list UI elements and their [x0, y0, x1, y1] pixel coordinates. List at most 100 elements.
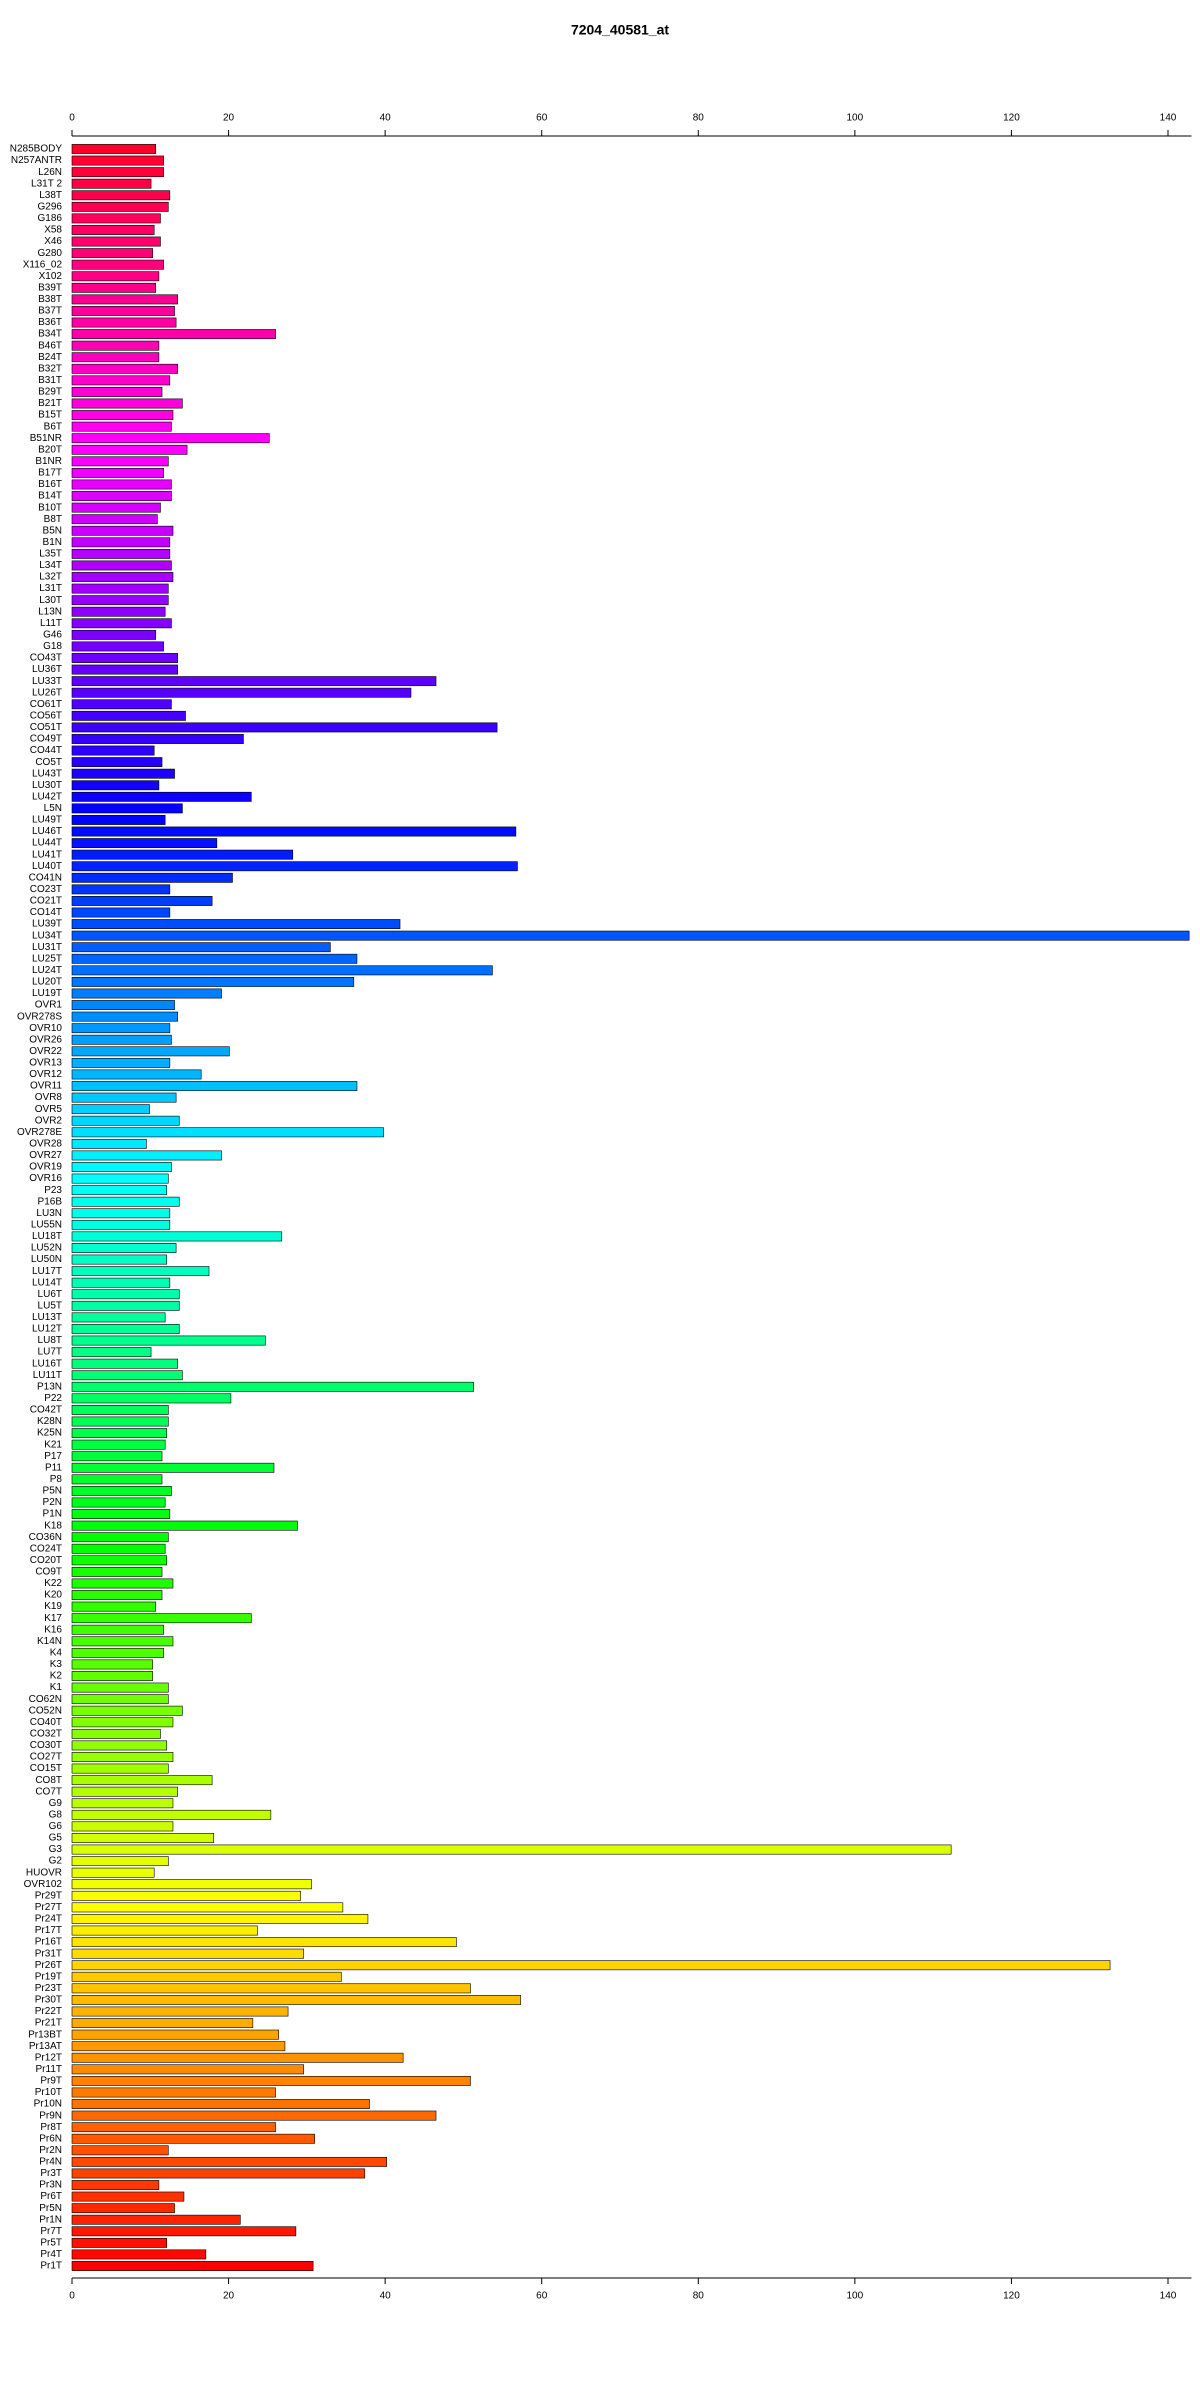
- x-tick-label: 40: [380, 2291, 392, 2302]
- y-tick-label: N257ANTR: [11, 155, 62, 166]
- x-tick-label: 60: [536, 113, 548, 124]
- bar: [71, 1289, 180, 1300]
- bar: [71, 919, 401, 930]
- y-tick-label: G186: [38, 213, 63, 224]
- y-tick-label: OVR5: [35, 1104, 63, 1115]
- bar: [71, 664, 178, 675]
- y-tick-label: CO40T: [30, 1717, 62, 1728]
- bar: [71, 1300, 180, 1311]
- bar: [71, 976, 355, 987]
- bar: [71, 1277, 171, 1288]
- y-tick-label: L26N: [38, 167, 62, 178]
- y-tick-label: Pr1N: [39, 2214, 62, 2225]
- bar: [71, 1613, 252, 1624]
- y-tick-label: Pr30T: [35, 1995, 62, 2006]
- y-tick-label: Pr5N: [39, 2203, 62, 2214]
- y-tick-label: LU40T: [32, 861, 62, 872]
- y-tick-label: LU49T: [32, 815, 62, 826]
- y-tick-label: CO24T: [30, 1543, 62, 1554]
- y-tick-label: X58: [44, 225, 62, 236]
- y-tick-label: B20T: [38, 444, 62, 455]
- y-tick-label: B32T: [38, 363, 62, 374]
- bar: [71, 641, 164, 652]
- bar: [71, 1636, 174, 1647]
- bar: [71, 1879, 312, 1890]
- y-tick-label: B1N: [43, 537, 62, 548]
- bar: [71, 595, 169, 606]
- y-tick-label: Pr26T: [35, 1960, 62, 1971]
- bar: [71, 780, 160, 791]
- y-tick-label: L32T: [39, 572, 62, 583]
- y-tick-label: Pr17T: [35, 1925, 62, 1936]
- y-tick-label: Pr1T: [40, 2261, 62, 2272]
- y-tick-label: LU41T: [32, 849, 62, 860]
- y-tick-label: Pr2N: [39, 2145, 62, 2156]
- y-tick-label: K21: [44, 1439, 62, 1450]
- y-tick-label: K19: [44, 1601, 62, 1612]
- y-tick-label: G46: [43, 630, 62, 641]
- y-tick-label: LU17T: [32, 1266, 62, 1277]
- bar: [71, 306, 175, 316]
- bar: [71, 1937, 457, 1948]
- bar: [71, 1809, 272, 1820]
- y-tick-label: LU5T: [38, 1300, 62, 1311]
- bar: [71, 225, 155, 235]
- y-tick-label: OVR26: [29, 1034, 62, 1045]
- y-tick-label: Pr6N: [39, 2133, 62, 2144]
- bar: [71, 1324, 180, 1334]
- y-tick-label: Pr31T: [35, 1948, 62, 1959]
- y-tick-label: OVR102: [24, 1879, 63, 1890]
- y-tick-label: L13N: [38, 606, 62, 617]
- y-tick-label: LU25T: [32, 953, 62, 964]
- y-tick-label: Pr13AT: [29, 2041, 62, 2052]
- bar: [71, 1416, 169, 1427]
- x-tick-label: 0: [69, 2291, 75, 2302]
- bar: [71, 1173, 169, 1184]
- y-tick-label: CO15T: [30, 1763, 62, 1774]
- y-tick-label: G6: [49, 1821, 63, 1832]
- bar: [71, 1844, 952, 1855]
- y-tick-label: P23: [44, 1185, 62, 1196]
- y-tick-label: LU7T: [38, 1347, 62, 1358]
- y-tick-label: L5N: [44, 803, 62, 814]
- bar: [71, 2214, 241, 2225]
- bar: [71, 826, 517, 837]
- x-tick-label: 100: [847, 113, 864, 124]
- bar: [71, 1717, 174, 1728]
- bar: [71, 514, 158, 525]
- bar: [71, 1485, 172, 1496]
- bar: [71, 606, 166, 617]
- bar: [71, 2191, 185, 2202]
- y-tick-label: Pr4N: [39, 2157, 62, 2168]
- y-tick-label: CO9T: [35, 1567, 62, 1578]
- bar: [71, 1555, 168, 1566]
- y-tick-label: K14N: [37, 1636, 62, 1647]
- x-tick-label: 20: [223, 2291, 235, 2302]
- y-tick-label: CO23T: [30, 884, 62, 895]
- bar: [71, 1971, 342, 1982]
- x-tick-label: 120: [1003, 113, 1020, 124]
- y-tick-label: Pr19T: [35, 1971, 62, 1982]
- bar: [71, 988, 222, 999]
- bar: [71, 1150, 222, 1161]
- bar: [71, 1682, 169, 1693]
- y-tick-label: OVR22: [29, 1046, 62, 1057]
- bar: [71, 236, 161, 247]
- y-tick-label: CO27T: [30, 1752, 62, 1763]
- bar: [71, 745, 155, 756]
- bar: [71, 1462, 275, 1473]
- bar: [71, 167, 164, 178]
- y-tick-label: CO30T: [30, 1740, 62, 1751]
- bar: [71, 410, 174, 420]
- chart-title: 7204_40581_at: [571, 22, 669, 38]
- bar: [71, 2006, 289, 2017]
- bar: [71, 629, 157, 640]
- y-tick-label: B31T: [38, 375, 62, 386]
- bar: [71, 560, 172, 571]
- bar: [71, 768, 175, 779]
- bar: [71, 884, 171, 895]
- bar: [71, 849, 294, 860]
- bar: [71, 502, 161, 513]
- y-tick-label: B34T: [38, 329, 62, 340]
